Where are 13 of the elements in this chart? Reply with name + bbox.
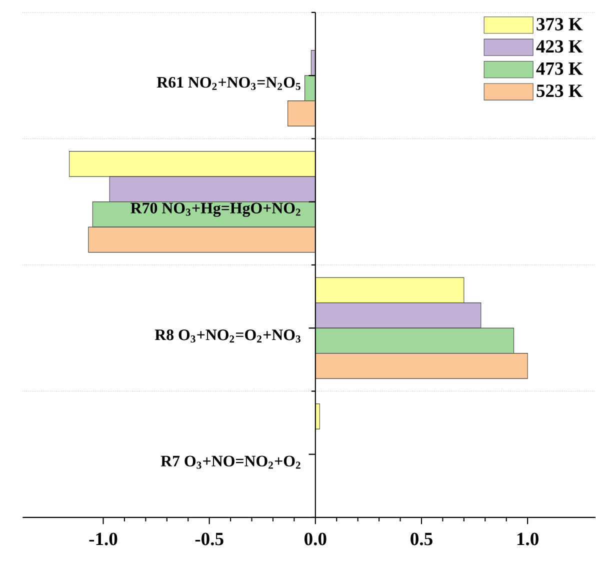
legend-label: 523 K [536,84,583,98]
legend-label: 423 K [536,40,583,53]
x-tick-label: -0.5 [195,532,224,546]
x-tick-label: 0.0 [304,532,326,546]
legend-label: 473 K [536,62,583,76]
x-tick-label: 1.0 [517,532,538,546]
y-tick-label: R7 O$_{3}$+NO=NO$_{2}$+O$_{2}$ [160,456,300,469]
y-tick-label: R61 NO$_{2}$+NO$_{3}$=N$_{2}$O$_{5}$ [156,77,300,90]
y-tick-label: R8 O$_{3}$+NO$_{2}$=O$_{2}$+NO$_{3}$ [154,330,300,343]
legend-label: 373 K [536,18,583,31]
x-tick-label: 0.5 [410,532,432,546]
y-tick-label: R70 NO$_{3}$+Hg=HgO+NO$_{2}$ [130,202,300,217]
x-tick-label: -1.0 [89,532,118,546]
